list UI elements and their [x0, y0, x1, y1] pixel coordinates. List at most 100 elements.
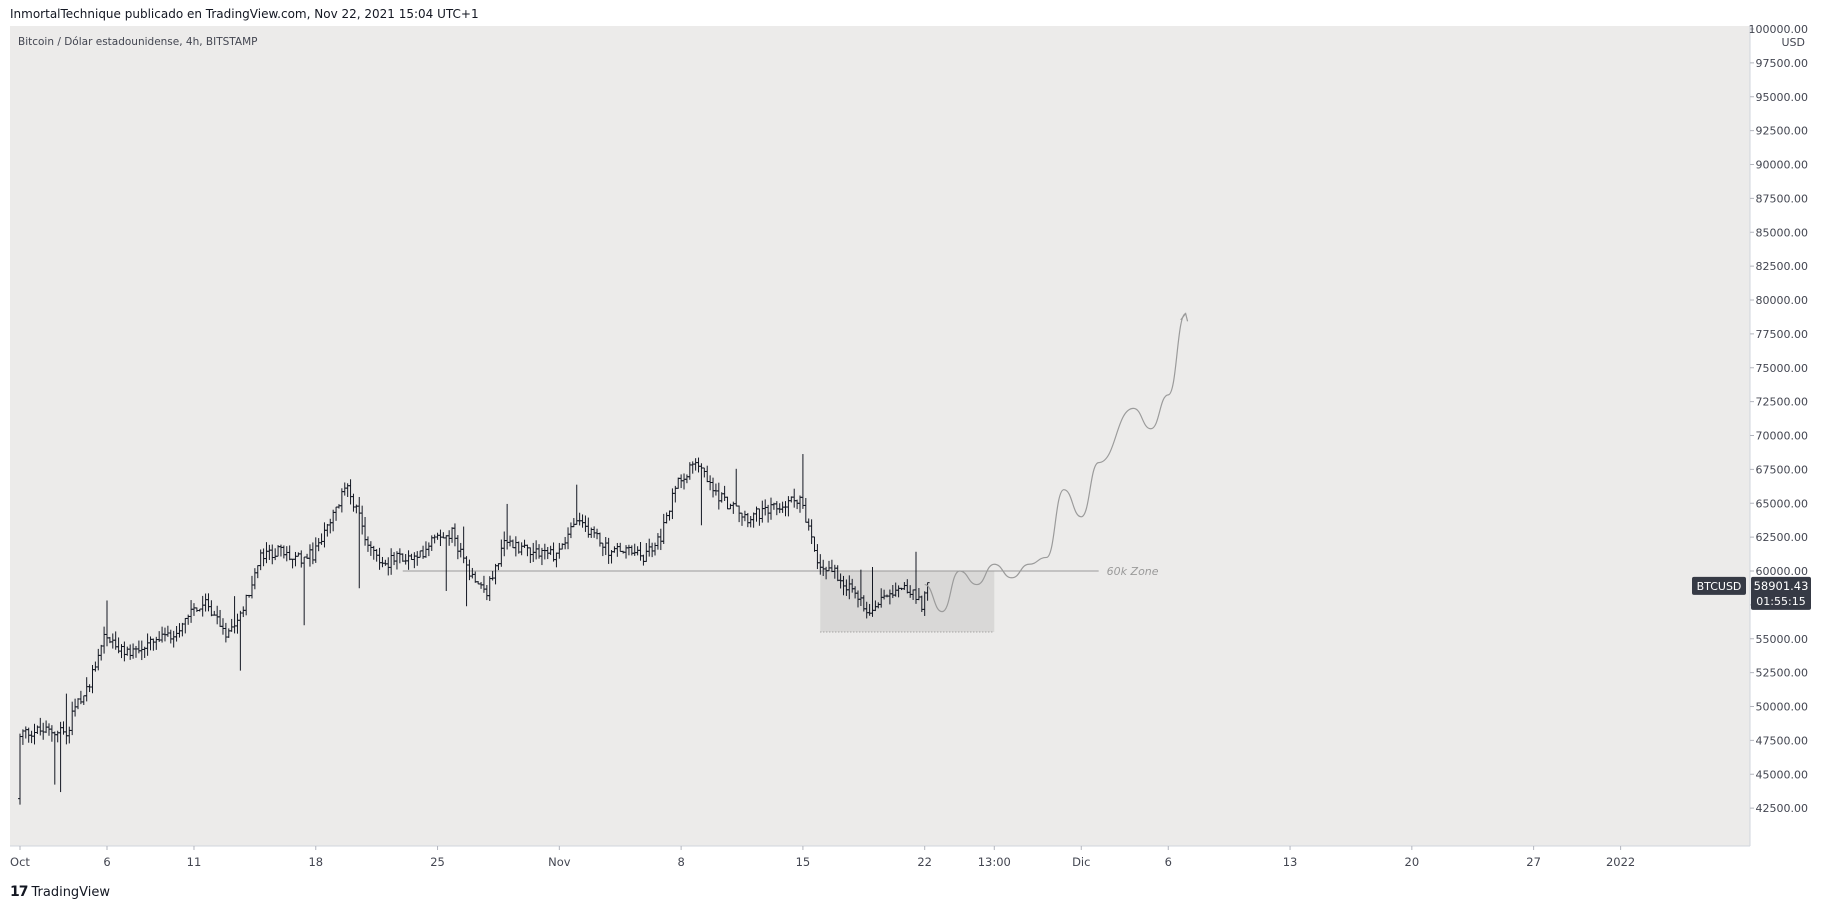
ohlc-bar	[368, 541, 373, 556]
ohlc-bar	[603, 537, 608, 556]
ohlc-bar	[203, 593, 208, 612]
ohlc-bar	[722, 485, 727, 501]
tradingview-logo-text: TradingView	[31, 884, 111, 900]
ohlc-bar	[809, 519, 814, 545]
ohlc-bar	[795, 499, 800, 510]
ohlc-bar	[450, 527, 455, 543]
ohlc-bar	[690, 461, 695, 474]
symbol-tag-text: BTCUSD	[1697, 580, 1742, 593]
ohlc-bar	[244, 594, 249, 616]
ohlc-bar	[745, 512, 750, 528]
ohlc-bar	[104, 600, 109, 647]
ohlc-bar	[815, 544, 820, 570]
price-tick-label: 87500.00	[1756, 192, 1809, 205]
ohlc-bar	[682, 473, 687, 490]
ohlc-bar	[249, 575, 254, 599]
ohlc-bar	[728, 503, 733, 510]
ohlc-bar	[151, 638, 156, 651]
symbol-tag-bg	[1692, 576, 1746, 595]
ohlc-bar	[655, 533, 660, 550]
time-tick-label: Nov	[548, 855, 571, 869]
ohlc-bar	[661, 513, 666, 544]
ohlc-bar	[49, 725, 54, 742]
ohlc-bar	[281, 545, 286, 559]
projection-curve	[924, 312, 1187, 613]
tradingview-logo[interactable]: 17 TradingView	[10, 884, 110, 900]
ohlc-bar	[18, 733, 22, 805]
ohlc-bars	[18, 454, 930, 805]
ohlc-bar	[600, 542, 605, 557]
ohlc-bar	[577, 512, 582, 526]
ohlc-bar	[418, 550, 423, 558]
price-tick-label: 55000.00	[1756, 633, 1809, 646]
ohlc-bar	[597, 532, 602, 547]
ohlc-bar	[664, 512, 669, 524]
ohlc-bar	[136, 640, 141, 654]
price-tick-label: 100000.00	[1749, 23, 1809, 36]
time-tick-label: 22	[917, 855, 932, 869]
ohlc-bar	[757, 508, 762, 526]
price-axis[interactable]: 100000.00 97500.00 95000.00 92500.00 90000.0…	[1749, 23, 1809, 846]
ohlc-bar	[455, 535, 460, 560]
ohlc-bar	[481, 575, 486, 593]
ohlc-bar	[711, 477, 716, 498]
price-tick-label: 90000.00	[1756, 159, 1809, 172]
time-tick-label: 25	[430, 855, 445, 869]
ohlc-bar	[273, 548, 278, 561]
ohlc-bar	[548, 545, 553, 555]
ohlc-bar	[606, 537, 611, 564]
ohlc-bar	[519, 542, 524, 556]
ohlc-bar	[479, 582, 484, 589]
ohlc-bar	[270, 544, 275, 565]
ohlc-bar	[307, 544, 312, 567]
ohlc-bar	[742, 510, 747, 522]
ohlc-bar	[302, 556, 307, 626]
ohlc-bar	[328, 518, 333, 534]
ohlc-bar	[484, 584, 489, 601]
ohlc-bar	[206, 593, 211, 612]
ohlc-bar	[618, 542, 623, 552]
ohlc-bar	[154, 636, 159, 650]
ohlc-bar	[357, 496, 362, 589]
tradingview-logo-icon: 17	[10, 884, 29, 900]
ohlc-bar	[64, 693, 69, 745]
time-tick-label: 18	[308, 855, 323, 869]
price-tick-label: 72500.00	[1756, 396, 1809, 409]
ohlc-bar	[102, 626, 107, 654]
ohlc-bar	[783, 501, 788, 517]
ohlc-bar	[554, 552, 559, 568]
price-tick-label: 85000.00	[1756, 226, 1809, 239]
ohlc-bar	[325, 523, 330, 537]
ohlc-bar	[392, 552, 397, 566]
ohlc-bar	[438, 529, 443, 547]
ohlc-bar	[41, 722, 46, 740]
ohlc-bar	[638, 541, 643, 561]
ohlc-bar	[513, 536, 518, 557]
ohlc-bar	[734, 468, 739, 507]
time-tick-label: 6	[1165, 855, 1172, 869]
ohlc-bar	[310, 542, 315, 565]
ohlc-bar	[241, 606, 246, 618]
ohlc-bar	[23, 726, 28, 739]
ohlc-bar	[751, 512, 756, 528]
time-tick-label: 2022	[1606, 855, 1635, 869]
symbol-description: Bitcoin / Dólar estadounidense, 4h, BITS…	[18, 36, 258, 48]
ohlc-bar	[716, 482, 721, 510]
chart-pane[interactable]	[10, 26, 1750, 846]
ohlc-bar	[626, 544, 631, 556]
time-tick-label: 13:00	[978, 855, 1011, 869]
price-tick-label: 47500.00	[1756, 734, 1809, 747]
ohlc-bar	[467, 559, 472, 581]
ohlc-bar	[693, 458, 698, 471]
ohlc-bar	[133, 645, 138, 658]
ohlc-bar	[61, 721, 66, 735]
ohlc-bar	[342, 482, 347, 496]
ohlc-bar	[435, 532, 440, 540]
ohlc-bar	[441, 532, 446, 539]
ohlc-bar	[760, 500, 765, 523]
ohlc-bar	[252, 568, 257, 590]
time-axis[interactable]: Oct 6 11 18 25 Nov 8 15 22 13:00 Dic 6 13 20 27 2022	[10, 845, 1750, 869]
ohlc-bar	[299, 550, 304, 568]
ohlc-bar	[684, 474, 689, 484]
